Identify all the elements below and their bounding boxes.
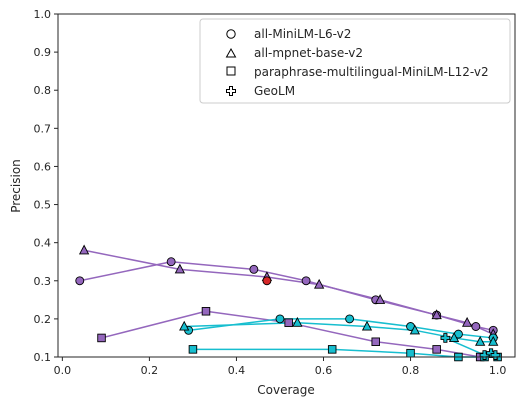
- square-marker: [432, 345, 441, 354]
- triangle-marker: [448, 332, 460, 342]
- y-tick-label: 0.9: [34, 46, 52, 59]
- y-tick-label: 0.8: [34, 84, 52, 97]
- square-marker: [327, 345, 337, 354]
- circle-marker: [275, 314, 285, 324]
- y-tick-label: 0.6: [34, 160, 52, 173]
- series-line: [188, 318, 494, 339]
- y-axis-title: Precision: [9, 159, 23, 213]
- y-tick-label: 0.3: [34, 275, 52, 288]
- circle-marker: [262, 276, 272, 286]
- square-marker: [97, 333, 106, 343]
- y-tick-label: 0.4: [34, 237, 52, 250]
- y-tick-label: 1.0: [34, 8, 52, 21]
- legend-entry: all-MiniLM-L6-v2: [226, 27, 351, 41]
- circle-marker: [471, 322, 481, 331]
- x-tick-label: 0.4: [228, 364, 246, 377]
- legend-label: paraphrase-multilingual-MiniLM-L12-v2: [254, 65, 489, 79]
- triangle-marker: [461, 316, 473, 327]
- legend-label: all-MiniLM-L6-v2: [254, 27, 351, 41]
- ticks-layer: 0.0 0.2 0.4 0.6 0.8 1.0 0.1 0.2 0.3 0.4 0.5 0.6 0.7 0…: [34, 8, 507, 377]
- y-tick-label: 0.1: [34, 351, 52, 364]
- legend-entry: GeoLM: [226, 84, 295, 98]
- series-line: [192, 348, 498, 358]
- x-tick-label: 0.8: [402, 364, 420, 377]
- legend-triangle-icon: [225, 47, 237, 58]
- circle-marker: [166, 257, 176, 267]
- square-marker: [406, 348, 415, 358]
- square-marker: [371, 337, 380, 347]
- triangle-marker: [313, 278, 325, 289]
- circle-marker: [75, 276, 85, 286]
- circle-marker: [249, 264, 259, 274]
- legend-entry: all-mpnet-base-v2: [225, 46, 363, 60]
- x-axis-title: Coverage: [257, 383, 315, 397]
- circle-marker: [301, 276, 311, 286]
- plus-marker: [479, 350, 490, 360]
- y-tick-label: 0.7: [34, 122, 52, 135]
- triangle-marker: [409, 324, 421, 335]
- plus-marker: [440, 333, 451, 343]
- triangle-marker: [292, 316, 303, 327]
- y-tick-label: 0.2: [34, 313, 52, 326]
- legend-entry: paraphrase-multilingual-MiniLM-L12-v2: [226, 65, 489, 79]
- square-marker: [188, 345, 198, 354]
- series-layer: [75, 244, 502, 362]
- legend-label: GeoLM: [254, 84, 295, 98]
- x-tick-label: 0.6: [315, 364, 333, 377]
- triangle-marker: [374, 294, 386, 304]
- square-marker: [201, 307, 211, 316]
- triangle-marker: [475, 335, 486, 346]
- legend-frame: [199, 18, 511, 104]
- x-tick-label: 0.2: [141, 364, 159, 377]
- triangle-marker: [488, 335, 499, 346]
- triangle-marker: [361, 320, 373, 331]
- triangle-marker: [174, 263, 186, 274]
- legend-label: all-mpnet-base-v2: [254, 46, 363, 60]
- x-tick-label: 1.0: [489, 364, 507, 377]
- triangle-marker: [78, 244, 90, 255]
- plot-frame: [57, 13, 516, 358]
- legend-plus-icon: [226, 86, 236, 96]
- plus-marker: [490, 350, 501, 360]
- legend: all-MiniLM-L6-v2 all-mpnet-base-v2 parap…: [199, 18, 511, 104]
- series-line: [101, 310, 481, 358]
- triangle-marker: [431, 309, 442, 320]
- square-marker: [284, 318, 293, 327]
- legend-square-icon: [226, 66, 236, 76]
- triangle-marker: [179, 320, 190, 331]
- x-tick-label: 0.0: [54, 364, 72, 377]
- series-line: [83, 249, 494, 335]
- circle-marker: [345, 314, 355, 324]
- y-tick-label: 0.5: [34, 199, 52, 212]
- legend-circle-icon: [226, 29, 236, 39]
